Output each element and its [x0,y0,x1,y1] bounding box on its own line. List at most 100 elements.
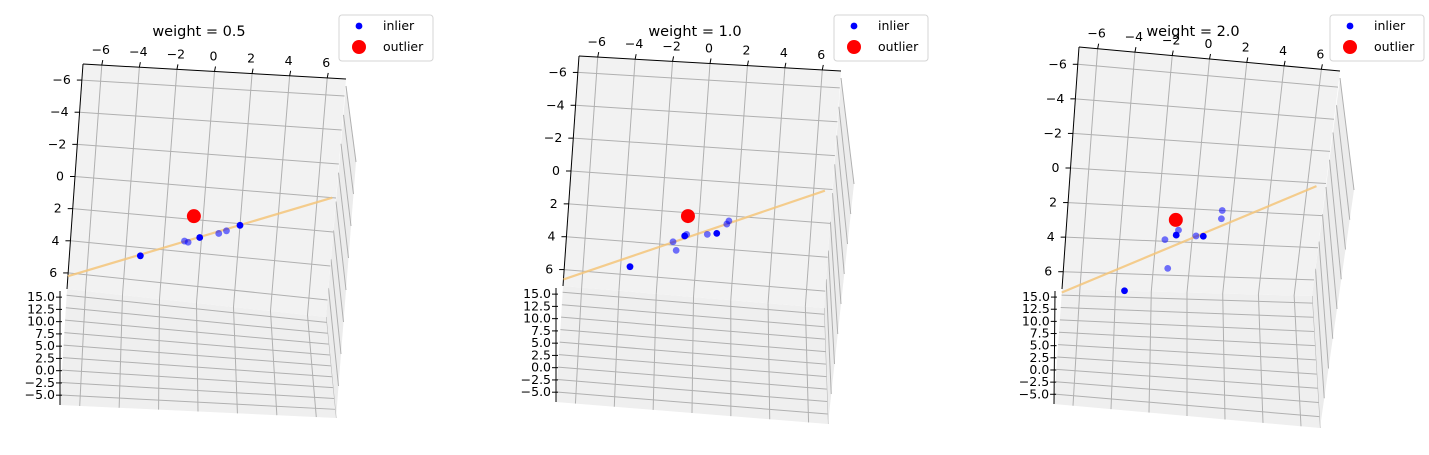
inlier-point [1121,287,1128,295]
front-x-gridline [158,298,160,410]
y-tick-label: −6 [1048,56,1066,71]
x-tick-label: 4 [1279,43,1287,58]
legend-outlier-marker [847,40,861,54]
legend: inlier outlier [833,14,929,62]
front-wall-pane [60,289,336,418]
x-tick-mark [672,56,675,62]
inlier-point [683,231,691,238]
y-gridline [570,170,833,190]
right-wall-gridline [340,143,352,227]
right-wall-gridline [1339,77,1355,191]
y-gridline [1065,236,1319,249]
x-tick-mark [138,62,141,68]
right-wall-gridline [838,106,852,215]
x-gridline [1293,69,1322,296]
y-tick-label: 6 [1044,264,1052,279]
y-tick-label: 2 [54,201,62,216]
legend-inlier-marker [355,22,363,30]
x-tick-label: 6 [322,55,330,70]
z-tick-label: 2.5 [531,347,551,362]
x-tick-label: 2 [1242,39,1250,54]
x-tick-mark [746,60,749,66]
front-x-gridline [1072,289,1081,406]
front-x-gridline [118,294,123,408]
front-x-gridline [307,314,317,418]
z-tick-label: 15.0 [523,286,551,301]
y-gridline [1063,271,1315,281]
right-wall-gridline [827,250,835,365]
y-gridline [566,236,828,258]
z-tick-label: 7.5 [35,326,55,341]
inlier-point [1218,207,1226,214]
chart-panel-2: −6 −4 −2 0 2 4 6 −6 −4 −2 0 2 4 6 −5.0−2.50.02.55.07.5… [521,14,929,425]
right-wall-gridline [825,279,832,395]
legend-inlier-marker [1346,22,1354,30]
inlier-point [1217,215,1225,223]
x-gridline [804,69,823,307]
front-x-gridline [652,293,657,410]
x-gridline [233,73,253,308]
z-tick-label: 7.5 [1030,326,1050,341]
x-gridline [730,65,748,301]
x-tick-label: 2 [247,51,255,66]
x-tick-label: −4 [1125,29,1143,44]
x-tick-label: −6 [1087,26,1105,41]
y-tick-label: −2 [544,130,562,145]
inlier-point [713,229,721,237]
right-wall-gridline [834,164,845,275]
x-tick-label: 4 [285,53,293,68]
right-wall-gridline [1318,241,1329,369]
right-wall-gridline [836,135,848,245]
outlier-point [680,209,695,224]
z-axis-line [1053,290,1056,405]
right-wall-gridline [335,201,347,291]
front-wall-pane [556,286,828,424]
legend-inlier-marker [850,22,858,30]
front-x-gridline [196,302,199,412]
inlier-point [136,252,144,260]
inlier-point [626,263,634,271]
front-x-gridline [233,306,238,414]
inlier-point [725,217,733,225]
y-tick-label: −4 [1046,91,1064,106]
x-tick-mark [1320,64,1323,70]
inlier-point [1164,265,1172,272]
x-tick-mark [1246,57,1249,63]
x-tick-label: −4 [625,36,643,51]
inlier-point [215,230,223,237]
x-tick-label: 0 [705,41,713,56]
right-wall-gridline [328,288,339,387]
z-tick-label: 5.0 [531,335,551,350]
x-tick-label: 0 [210,49,218,64]
right-wall-gridline [338,172,349,259]
legend-outlier-label: outlier [1374,39,1415,54]
z-tick-label: 15.0 [27,289,55,304]
legend-outlier-label: outlier [383,39,424,54]
x-tick-label: 2 [742,43,750,58]
y-tick-label: 4 [51,233,59,248]
x-tick-label: −2 [1162,33,1180,48]
x-gridline [1257,65,1285,295]
inlier-point [1199,232,1207,240]
outlier-point [1168,212,1183,227]
x-tick-mark [101,59,104,66]
z-tick-label: 2.5 [1030,350,1050,365]
x-tick-label: −2 [662,38,680,53]
x-tick-mark [326,72,329,79]
inlier-point [669,238,677,246]
x-tick-mark [1097,43,1100,49]
x-tick-mark [1283,60,1286,66]
y-gridline [1070,167,1327,184]
y-gridline [1068,202,1323,217]
right-wall-gridline [840,77,855,185]
x-tick-mark [176,64,179,70]
x-tick-label: −6 [587,34,605,49]
legend-outlier-marker [1343,40,1357,54]
front-x-gridline [1257,294,1264,423]
chart-panel-3: −6 −4 −2 0 2 4 6 −6 −4 −2 0 2 4 6 −5.0−2.50.02.55.07.5… [1019,14,1425,429]
chart-title: weight = 1.0 [648,24,741,40]
x-tick-mark [709,58,712,64]
inlier-point [1161,236,1169,244]
right-wall-gridline [345,85,357,163]
z-tick-label: 12.5 [27,301,55,316]
